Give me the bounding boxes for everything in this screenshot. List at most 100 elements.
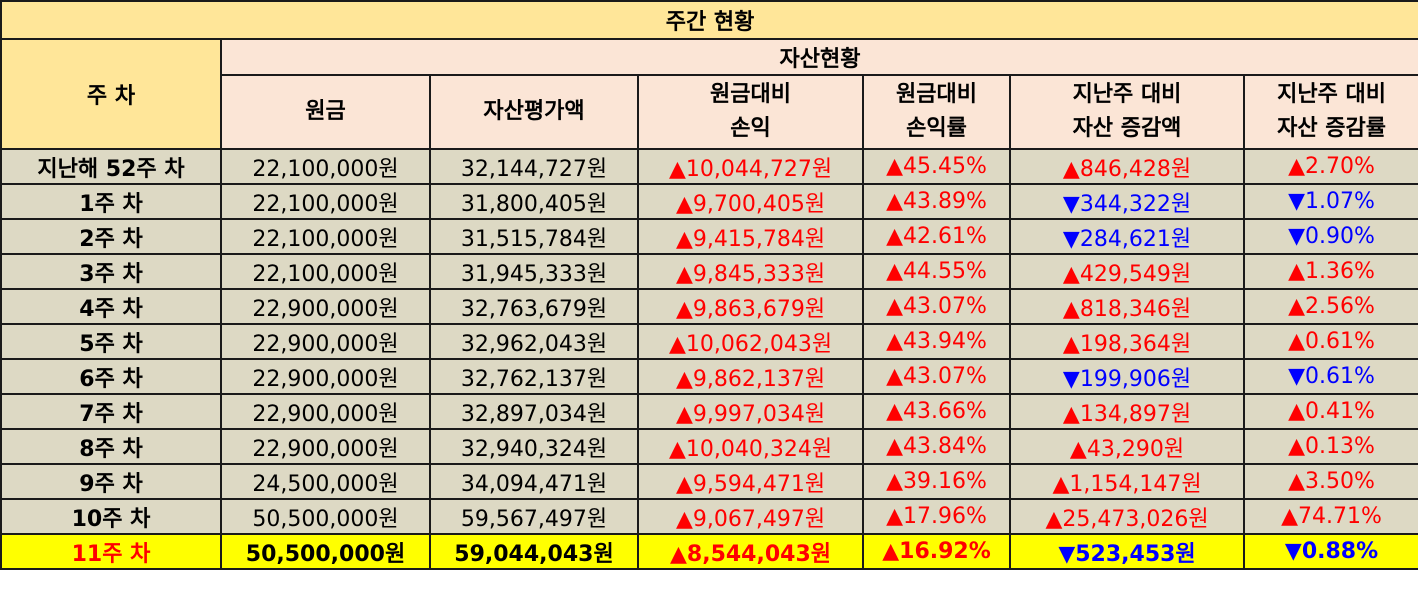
table-row: 8주 차 22,900,000원 32,940,324원 ▲10,040,324원 ▲4…	[0, 428, 1418, 465]
col-header-line1: 원금대비	[896, 82, 977, 107]
valuation-cell: 32,962,043원	[429, 323, 639, 360]
col-header-line1: 원금대비	[710, 82, 791, 107]
pl-cell: ▲9,594,471원	[637, 463, 864, 500]
col-change-header: 지난주 대비 자산 증감액	[1009, 74, 1245, 150]
week-cell: 지난해 52주 차	[0, 148, 222, 185]
change-cell: ▲198,364원	[1009, 323, 1245, 360]
change-rate-cell: ▲3.50%	[1242, 463, 1418, 500]
col-header-line2: 손익	[730, 116, 771, 141]
valuation-cell: 31,945,333원	[429, 253, 639, 290]
principal-cell: 22,100,000원	[220, 253, 431, 290]
pl-rate-cell: ▲45.45%	[862, 148, 1011, 185]
principal-cell: 24,500,000원	[220, 463, 431, 500]
valuation-cell: 59,044,043원	[429, 533, 639, 570]
week-cell: 4주 차	[0, 288, 222, 325]
pl-cell: ▲10,040,324원	[637, 428, 864, 465]
table-row: 2주 차 22,100,000원 31,515,784원 ▲9,415,784원 ▲42…	[0, 218, 1418, 255]
week-cell: 6주 차	[0, 358, 222, 395]
table-row: 3주 차 22,100,000원 31,945,333원 ▲9,845,333원 ▲44…	[0, 253, 1418, 290]
change-cell: ▲818,346원	[1009, 288, 1245, 325]
table-title: 주간 현황	[0, 0, 1418, 40]
change-rate-cell: ▲74.71%	[1242, 498, 1418, 535]
table-row: 4주 차 22,900,000원 32,763,679원 ▲9,863,679원 ▲43…	[0, 288, 1418, 325]
valuation-cell: 31,515,784원	[429, 218, 639, 255]
table-row: 10주 차 50,500,000원 59,567,497원 ▲9,067,497원 ▲1…	[0, 498, 1418, 535]
change-cell: ▲25,473,026원	[1009, 498, 1245, 535]
pl-cell: ▲8,544,043원	[637, 533, 864, 570]
principal-cell: 22,900,000원	[220, 358, 431, 395]
principal-cell: 50,500,000원	[220, 533, 431, 570]
col-valuation-header: 자산평가액	[429, 74, 639, 150]
pl-cell: ▲10,062,043원	[637, 323, 864, 360]
change-cell: ▼523,453원	[1009, 533, 1245, 570]
pl-cell: ▲9,862,137원	[637, 358, 864, 395]
change-cell: ▲846,428원	[1009, 148, 1245, 185]
pl-cell: ▲9,067,497원	[637, 498, 864, 535]
pl-rate-cell: ▲43.89%	[862, 183, 1011, 220]
col-header-line1: 원금	[305, 99, 346, 124]
col-header-line1: 지난주 대비	[1277, 82, 1386, 107]
week-cell: 11주 차	[0, 533, 222, 570]
week-cell: 7주 차	[0, 393, 222, 430]
week-column-header: 주 차	[0, 38, 222, 150]
asset-status-header: 자산현황	[219, 38, 1418, 76]
change-cell: ▲1,154,147원	[1009, 463, 1245, 500]
pl-cell: ▲9,845,333원	[637, 253, 864, 290]
principal-cell: 22,100,000원	[220, 183, 431, 220]
table-row: 1주 차 22,100,000원 31,800,405원 ▲9,700,405원 ▲43…	[0, 183, 1418, 220]
pl-rate-cell: ▲43.07%	[862, 358, 1011, 395]
valuation-cell: 31,800,405원	[429, 183, 639, 220]
change-rate-cell: ▲2.56%	[1242, 288, 1418, 325]
week-cell: 10주 차	[0, 498, 222, 535]
pl-cell: ▲9,700,405원	[637, 183, 864, 220]
principal-cell: 22,100,000원	[220, 218, 431, 255]
change-rate-cell: ▲0.61%	[1242, 323, 1418, 360]
column-header-row: 원금 자산평가액 원금대비 손익 원금대비 손익률 지난주 대비 자산 증감액 지난주…	[1, 74, 1418, 150]
principal-cell: 22,900,000원	[220, 323, 431, 360]
change-rate-cell: ▲2.70%	[1242, 148, 1418, 185]
valuation-cell: 34,094,471원	[429, 463, 639, 500]
valuation-cell: 32,144,727원	[429, 148, 639, 185]
week-cell: 1주 차	[0, 183, 222, 220]
pl-rate-cell: ▲43.66%	[862, 393, 1011, 430]
week-cell: 2주 차	[0, 218, 222, 255]
change-cell: ▲43,290원	[1009, 428, 1245, 465]
week-cell: 9주 차	[0, 463, 222, 500]
change-rate-cell: ▼0.88%	[1242, 533, 1418, 570]
pl-rate-cell: ▲39.16%	[862, 463, 1011, 500]
table-row: 11주 차 50,500,000원 59,044,043원 ▲8,544,043원 ▲1…	[0, 533, 1418, 570]
valuation-cell: 32,762,137원	[429, 358, 639, 395]
week-cell: 5주 차	[0, 323, 222, 360]
col-header-line2: 손익률	[906, 116, 967, 141]
pl-cell: ▲9,997,034원	[637, 393, 864, 430]
pl-rate-cell: ▲43.94%	[862, 323, 1011, 360]
pl-cell: ▲9,415,784원	[637, 218, 864, 255]
principal-cell: 22,900,000원	[220, 288, 431, 325]
change-cell: ▼199,906원	[1009, 358, 1245, 395]
principal-cell: 22,900,000원	[220, 393, 431, 430]
principal-cell: 50,500,000원	[220, 498, 431, 535]
valuation-cell: 32,940,324원	[429, 428, 639, 465]
valuation-cell: 59,567,497원	[429, 498, 639, 535]
change-rate-cell: ▼0.61%	[1242, 358, 1418, 395]
pl-rate-cell: ▲43.84%	[862, 428, 1011, 465]
table-body: 지난해 52주 차 22,100,000원 32,144,727원 ▲10,044,7…	[0, 148, 1418, 570]
pl-rate-cell: ▲42.61%	[862, 218, 1011, 255]
col-header-line2: 자산 증감액	[1072, 116, 1182, 141]
change-cell: ▼344,322원	[1009, 183, 1245, 220]
change-rate-cell: ▲0.41%	[1242, 393, 1418, 430]
valuation-cell: 32,897,034원	[429, 393, 639, 430]
col-header-line2: 자산 증감률	[1277, 116, 1386, 141]
change-rate-cell: ▲1.36%	[1242, 253, 1418, 290]
table-row: 7주 차 22,900,000원 32,897,034원 ▲9,997,034원 ▲43…	[0, 393, 1418, 430]
change-cell: ▲134,897원	[1009, 393, 1245, 430]
pl-cell: ▲9,863,679원	[637, 288, 864, 325]
col-header-line1: 자산평가액	[483, 99, 585, 124]
pl-rate-cell: ▲16.92%	[862, 533, 1011, 570]
pl-rate-cell: ▲17.96%	[862, 498, 1011, 535]
pl-rate-cell: ▲44.55%	[862, 253, 1011, 290]
valuation-cell: 32,763,679원	[429, 288, 639, 325]
